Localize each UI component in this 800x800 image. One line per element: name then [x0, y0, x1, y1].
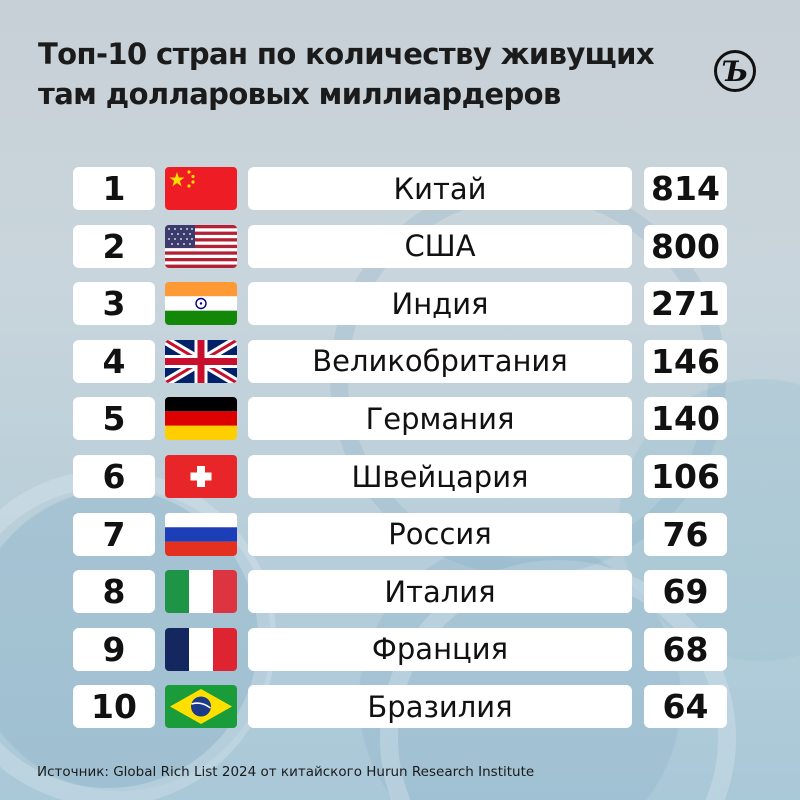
france-flag-icon	[165, 627, 237, 671]
brazil-flag-icon	[165, 685, 237, 729]
country-cell: США	[248, 224, 632, 268]
page-title: Топ-10 стран по количеству живущих там д…	[38, 37, 655, 111]
value-cell: 140	[644, 397, 727, 441]
value-cell: 800	[644, 224, 727, 268]
publisher-logo-icon: Ъ	[714, 50, 756, 92]
country-cell: Швейцария	[248, 455, 632, 498]
italy-flag-icon	[165, 570, 237, 614]
country-cell: Индия	[248, 282, 632, 326]
uk-flag-icon	[165, 339, 237, 383]
country-cell: Германия	[248, 397, 632, 441]
rank-cell: 8	[73, 570, 155, 614]
table-row: 8 Италия 69	[0, 570, 800, 614]
value-cell: 271	[644, 282, 727, 326]
table-row: 1 Китай 814	[0, 167, 800, 210]
rank-cell: 2	[73, 224, 155, 268]
rank-cell: 7	[73, 512, 155, 556]
table-row: 7 Россия 76	[0, 512, 800, 556]
country-cell: Италия	[248, 570, 632, 614]
country-cell: Великобритания	[248, 339, 632, 383]
value-cell: 68	[644, 627, 727, 671]
table-row: 10 Бразилия 64	[0, 685, 800, 729]
table-row: 4 Великобритания 146	[0, 339, 800, 383]
source-note: Источник: Global Rich List 2024 от китай…	[37, 764, 535, 780]
value-cell: 814	[644, 167, 727, 210]
value-cell: 64	[644, 685, 727, 729]
country-cell: Бразилия	[248, 685, 632, 729]
country-cell: Франция	[248, 627, 632, 671]
table-row: 6 Швейцария 106	[0, 455, 800, 498]
usa-flag-icon	[165, 224, 237, 268]
value-cell: 106	[644, 455, 727, 498]
country-cell: Китай	[248, 167, 632, 210]
value-cell: 69	[644, 570, 727, 614]
russia-flag-icon	[165, 512, 237, 556]
rank-cell: 9	[73, 627, 155, 671]
rank-cell: 1	[73, 167, 155, 210]
rank-cell: 10	[73, 685, 155, 729]
rank-cell: 6	[73, 455, 155, 498]
germany-flag-icon	[165, 397, 237, 441]
table-row: 9 Франция 68	[0, 627, 800, 671]
table-row: 5 Германия 140	[0, 397, 800, 441]
china-flag-icon	[165, 167, 237, 210]
value-cell: 76	[644, 512, 727, 556]
switzerland-flag-icon	[165, 455, 237, 498]
rank-cell: 5	[73, 397, 155, 441]
value-cell: 146	[644, 339, 727, 383]
table-row: 2 США 800	[0, 224, 800, 268]
india-flag-icon	[165, 282, 237, 326]
country-cell: Россия	[248, 512, 632, 556]
rank-cell: 4	[73, 339, 155, 383]
table-row: 3 Индия 271	[0, 282, 800, 326]
rank-cell: 3	[73, 282, 155, 326]
